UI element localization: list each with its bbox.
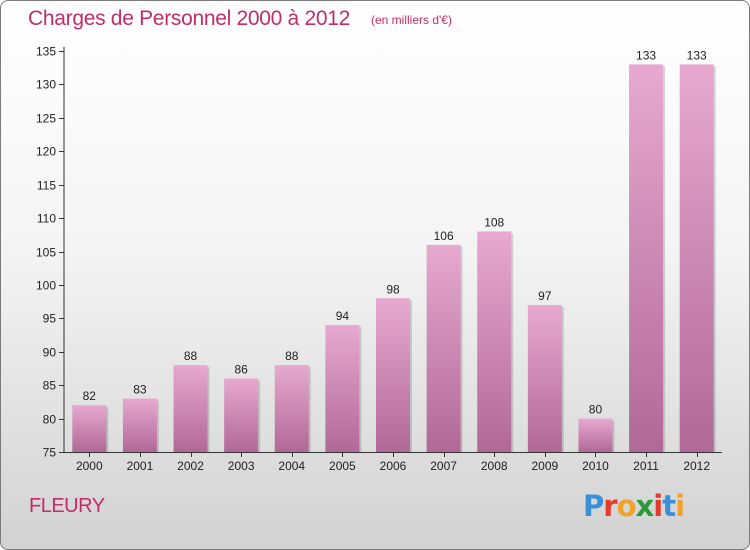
y-tick-label: 130: [36, 78, 56, 92]
data-label: 86: [234, 362, 248, 376]
brand-letter: r: [603, 489, 617, 523]
x-tick-label: 2007: [430, 459, 457, 473]
bar-2004[interactable]: [274, 365, 309, 452]
x-tick-label: 2003: [228, 459, 255, 473]
y-tick-label: 100: [36, 279, 56, 293]
data-label: 97: [538, 289, 552, 303]
brand-letter: i: [675, 489, 685, 523]
y-tick-label: 80: [43, 413, 57, 427]
x-tick-label: 2004: [278, 459, 305, 473]
data-label: 133: [687, 48, 707, 62]
x-tick-label: 2002: [177, 459, 204, 473]
y-tick-label: 110: [37, 212, 56, 226]
bar-2008[interactable]: [477, 231, 512, 452]
bar-2009[interactable]: [527, 304, 562, 452]
y-tick-label: 105: [36, 246, 56, 260]
data-label: 108: [484, 215, 504, 229]
data-label: 83: [133, 383, 147, 397]
x-tick-label: 2000: [76, 459, 103, 473]
y-tick-label: 75: [43, 446, 57, 460]
data-label: 82: [83, 389, 97, 403]
x-tick-label: 2009: [531, 459, 558, 473]
y-tick-label: 85: [43, 379, 57, 393]
y-tick-label: 120: [36, 145, 56, 159]
brand-letter: x: [635, 489, 655, 523]
y-tick-label: 115: [37, 179, 56, 193]
bar-2010[interactable]: [578, 418, 613, 452]
bar-2003[interactable]: [224, 378, 259, 452]
x-tick-label: 2012: [683, 459, 710, 473]
bar-2001[interactable]: [122, 398, 157, 452]
bars: [72, 64, 716, 452]
brand-letter: t: [662, 489, 676, 523]
commune-name: FLEURY: [29, 495, 105, 517]
chart-title: Charges de Personnel 2000 à 2012: [28, 7, 350, 30]
data-label: 133: [636, 48, 656, 62]
y-tick-label: 90: [43, 346, 57, 360]
x-axis: 2000 2001 2002 2003 2004 2005 2006 2007 2008 2009…: [64, 452, 722, 473]
x-tick-label: 2010: [582, 459, 609, 473]
y-tick-label: 135: [36, 45, 56, 59]
data-label: 106: [434, 229, 454, 243]
data-label: 80: [589, 403, 603, 417]
x-tick-label: 2008: [481, 459, 508, 473]
bar-2006[interactable]: [376, 298, 410, 452]
data-label: 88: [184, 349, 198, 363]
bar-2012[interactable]: [679, 64, 714, 452]
bar-2011[interactable]: [629, 64, 664, 452]
x-tick-label: 2011: [633, 459, 659, 473]
x-tick-label: 2006: [380, 459, 407, 473]
chart-subtitle: (en milliers d'€): [371, 13, 452, 27]
brand-letter: P: [583, 489, 604, 523]
data-label: 94: [336, 309, 350, 323]
data-label: 88: [285, 349, 299, 363]
y-tick-label: 95: [43, 312, 57, 326]
data-labels: 82 83 88 86 88 94 98 106 108 97 80 133 133: [83, 48, 707, 416]
brand-letter: o: [616, 489, 637, 523]
x-tick-label: 2005: [329, 459, 356, 473]
brand-logo[interactable]: Proxiti: [583, 489, 685, 523]
brand-letter: i: [653, 489, 663, 523]
y-tick-label: 125: [36, 112, 56, 126]
bar-2007[interactable]: [426, 244, 461, 452]
bar-2002[interactable]: [173, 365, 208, 452]
bar-2000[interactable]: [72, 405, 107, 452]
x-tick-label: 2001: [127, 459, 154, 473]
data-label: 98: [386, 282, 400, 296]
y-axis: 75 80 85 90 95 100 105 110 115 120 125 130 135: [36, 45, 65, 460]
bar-2005[interactable]: [325, 325, 360, 452]
